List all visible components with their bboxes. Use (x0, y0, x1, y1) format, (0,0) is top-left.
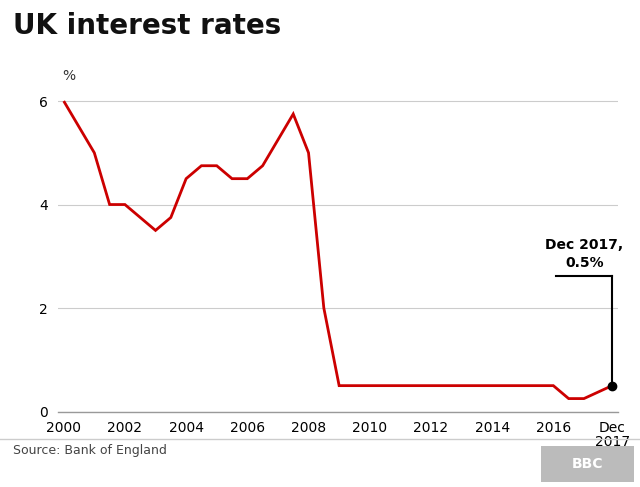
Text: %: % (62, 69, 76, 83)
Text: BBC: BBC (572, 457, 603, 471)
Text: UK interest rates: UK interest rates (13, 12, 281, 40)
Text: Source: Bank of England: Source: Bank of England (13, 444, 166, 457)
Text: Dec 2017,
0.5%: Dec 2017, 0.5% (545, 239, 623, 270)
